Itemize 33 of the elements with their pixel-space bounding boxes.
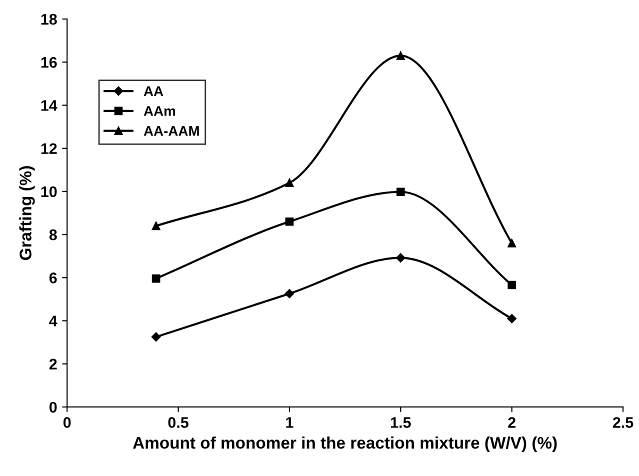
- y-tick-label: 16: [41, 57, 57, 68]
- y-tick-label: 14: [41, 100, 58, 111]
- point: [152, 222, 160, 230]
- x-tick-label: 2.5: [612, 417, 634, 428]
- y-tick-label: 2: [49, 358, 57, 370]
- y-tick-label: 18: [41, 14, 57, 25]
- y-tick-label: 10: [41, 186, 57, 198]
- y-tick-label: 12: [41, 143, 57, 154]
- point: [285, 178, 294, 188]
- y-axis-title: Grafting (%): [19, 166, 35, 260]
- legend-label: AAm: [144, 106, 176, 116]
- point: [508, 280, 516, 290]
- point: [507, 314, 516, 324]
- point: [151, 332, 161, 342]
- point: [396, 52, 405, 60]
- legend-label: AA: [144, 86, 164, 96]
- point: [284, 288, 294, 298]
- y-tick-label: 6: [49, 272, 57, 284]
- y-tick-label: 4: [49, 316, 58, 326]
- point: [396, 253, 406, 262]
- x-tick-label: 2: [508, 417, 516, 428]
- point: [285, 217, 294, 226]
- x-tick-label: 0: [63, 417, 71, 428]
- x-tick-label: 1: [286, 417, 294, 428]
- y-tick-label: 0: [49, 402, 57, 413]
- x-tick-label: 0.5: [168, 417, 188, 428]
- point: [508, 239, 516, 248]
- x-tick-label: 1.5: [390, 417, 411, 428]
- point: [396, 188, 405, 196]
- x-axis-title: Amount of monomer in the reaction mixture (W/V) (%): [132, 436, 557, 452]
- point: [152, 274, 160, 283]
- legend-label: AA-AAM: [144, 126, 199, 136]
- y-tick-label: 8: [49, 229, 57, 240]
